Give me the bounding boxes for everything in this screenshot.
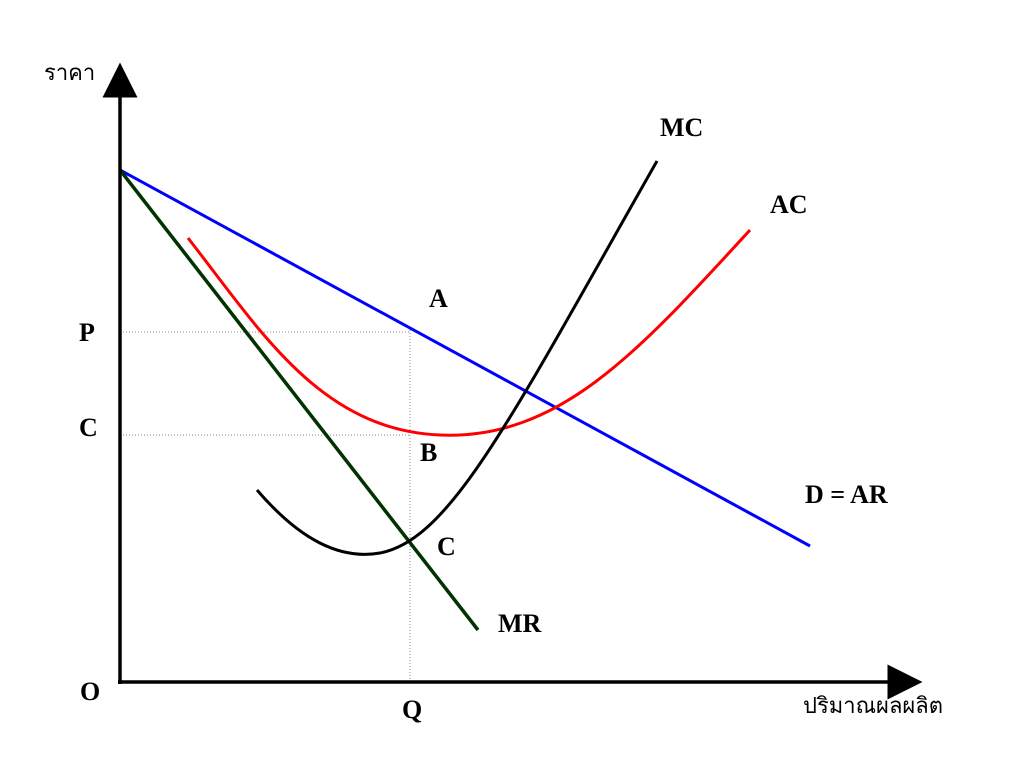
x-axis-title: ปริมาณผลผลิต [803,694,943,719]
mr-label: MR [498,609,542,638]
mr-line [118,168,480,632]
ac-curve [186,228,752,437]
mc-label: MC [660,113,703,142]
point-a-label: A [429,284,448,313]
point-c-label: C [437,532,456,561]
y-axis-title: ราคา [44,61,95,86]
demand-ar-label: D = AR [805,480,888,509]
origin-label: O [80,677,100,706]
mc-curve [255,160,659,556]
cost-c-label: C [79,413,98,442]
price-p-label: P [79,318,95,347]
quantity-q-label: Q [402,695,422,724]
point-b-label: B [420,438,437,467]
ac-label: AC [770,190,808,219]
demand-ar-line [119,168,811,548]
